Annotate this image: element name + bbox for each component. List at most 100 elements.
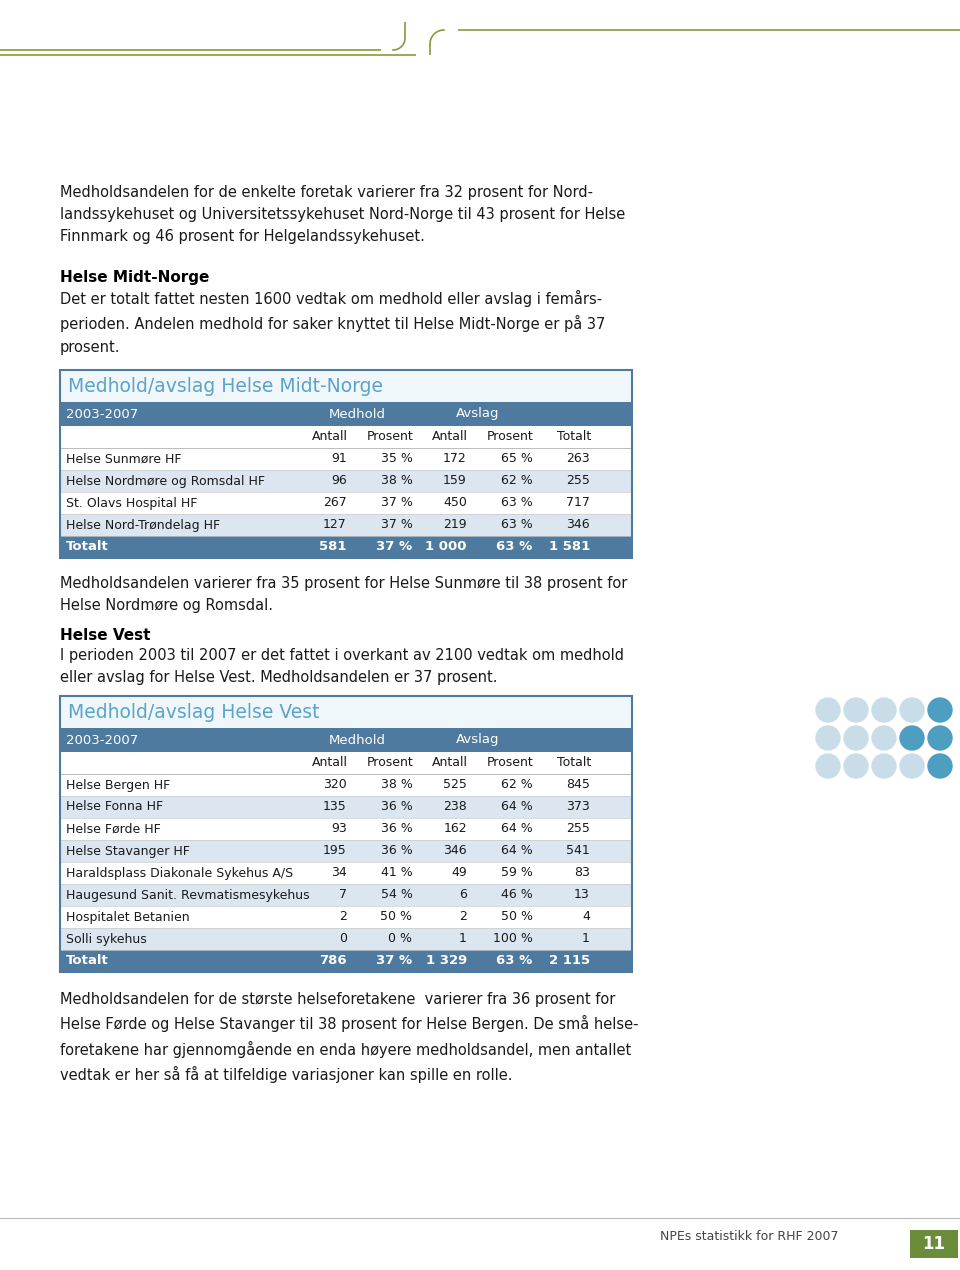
Text: 162: 162 [444,823,467,836]
Text: 159: 159 [444,475,467,488]
Text: Helse Førde HF: Helse Førde HF [66,823,160,836]
Bar [910,1231,958,1259]
Text: Avslag: Avslag [456,408,499,420]
Text: 135: 135 [323,800,347,814]
Bar [60,470,632,491]
Text: Antall: Antall [312,431,348,443]
Circle shape [844,698,868,723]
Text: Totalt: Totalt [557,757,590,770]
Text: 59 %: 59 % [501,866,533,880]
Text: 50 %: 50 % [500,911,533,923]
Text: 2: 2 [459,911,467,923]
Bar [60,536,632,558]
Circle shape [816,754,840,779]
Text: 219: 219 [444,518,467,532]
Circle shape [900,726,924,751]
Text: Antall: Antall [432,757,468,770]
Text: Helse Fonna HF: Helse Fonna HF [66,800,163,814]
Bar [60,728,632,752]
Text: 63 %: 63 % [501,497,533,509]
Text: Prosent: Prosent [487,431,534,443]
Text: 62 %: 62 % [501,779,533,791]
Text: 581: 581 [320,541,347,554]
Text: 64 %: 64 % [501,823,533,836]
Text: 11: 11 [923,1234,946,1253]
Bar [60,950,632,972]
Text: 50 %: 50 % [380,911,413,923]
Text: 37 %: 37 % [376,955,413,968]
Text: Medhold: Medhold [329,408,386,420]
Text: 172: 172 [444,452,467,466]
Text: 62 %: 62 % [501,475,533,488]
Bar [60,773,632,796]
Circle shape [900,754,924,779]
Circle shape [872,698,896,723]
Bar [60,906,632,928]
Text: 845: 845 [566,779,589,791]
Text: 13: 13 [574,889,589,902]
Text: 36 %: 36 % [381,823,413,836]
Text: 49: 49 [451,866,467,880]
Text: 64 %: 64 % [501,800,533,814]
Bar [60,491,632,514]
Text: 346: 346 [444,845,467,857]
Text: 4: 4 [582,911,589,923]
Text: Antall: Antall [312,757,348,770]
Text: Totalt: Totalt [66,955,108,968]
Circle shape [900,698,924,723]
Text: Medholdsandelen for de største helseforetakene  varierer fra 36 prosent for
Hels: Medholdsandelen for de største helsefore… [60,992,638,1083]
Text: 1 581: 1 581 [548,541,589,554]
Bar [60,370,632,403]
Text: 238: 238 [444,800,467,814]
Text: 46 %: 46 % [501,889,533,902]
Text: 65 %: 65 % [501,452,533,466]
Text: 717: 717 [566,497,589,509]
Text: Totalt: Totalt [66,541,108,554]
Bar [60,839,632,862]
Text: 41 %: 41 % [381,866,413,880]
Text: Prosent: Prosent [367,431,414,443]
Text: Haugesund Sanit. Revmatismesykehus: Haugesund Sanit. Revmatismesykehus [66,889,310,902]
Text: 786: 786 [319,955,347,968]
Text: 96: 96 [331,475,347,488]
Text: 63 %: 63 % [496,955,533,968]
Text: 83: 83 [574,866,589,880]
Text: NPEs statistikk for RHF 2007: NPEs statistikk for RHF 2007 [660,1229,838,1242]
Text: Helse Stavanger HF: Helse Stavanger HF [66,845,190,857]
Text: 35 %: 35 % [380,452,413,466]
Text: Antall: Antall [432,431,468,443]
Text: Helse Bergen HF: Helse Bergen HF [66,779,170,791]
Bar [60,448,632,470]
Text: 1: 1 [582,932,589,945]
Text: St. Olavs Hospital HF: St. Olavs Hospital HF [66,497,198,509]
Bar [60,370,632,558]
Text: 267: 267 [323,497,347,509]
Text: 63 %: 63 % [496,541,533,554]
Text: 255: 255 [566,823,589,836]
Bar [60,884,632,906]
Bar [60,818,632,839]
Text: 38 %: 38 % [380,475,413,488]
Text: 34: 34 [331,866,347,880]
Text: Det er totalt fattet nesten 1600 vedtak om medhold eller avslag i femårs-
period: Det er totalt fattet nesten 1600 vedtak … [60,290,606,354]
Circle shape [928,726,952,751]
Circle shape [816,726,840,751]
Circle shape [844,754,868,779]
Text: 37 %: 37 % [376,541,413,554]
Bar [60,425,632,448]
Bar [60,862,632,884]
Bar [60,796,632,818]
Text: 63 %: 63 % [501,518,533,532]
Text: Prosent: Prosent [367,757,414,770]
Text: Helse Midt-Norge: Helse Midt-Norge [60,271,209,284]
Bar [60,696,632,972]
Text: 2003-2007: 2003-2007 [66,408,138,420]
Text: 91: 91 [331,452,347,466]
Text: 0 %: 0 % [389,932,413,945]
Text: 36 %: 36 % [381,800,413,814]
Text: Avslag: Avslag [456,734,499,747]
Text: 1: 1 [459,932,467,945]
Text: Medhold/avslag Helse Midt-Norge: Medhold/avslag Helse Midt-Norge [68,376,383,395]
Text: 1 329: 1 329 [425,955,467,968]
Text: I perioden 2003 til 2007 er det fattet i overkant av 2100 vedtak om medhold
elle: I perioden 2003 til 2007 er det fattet i… [60,648,624,686]
